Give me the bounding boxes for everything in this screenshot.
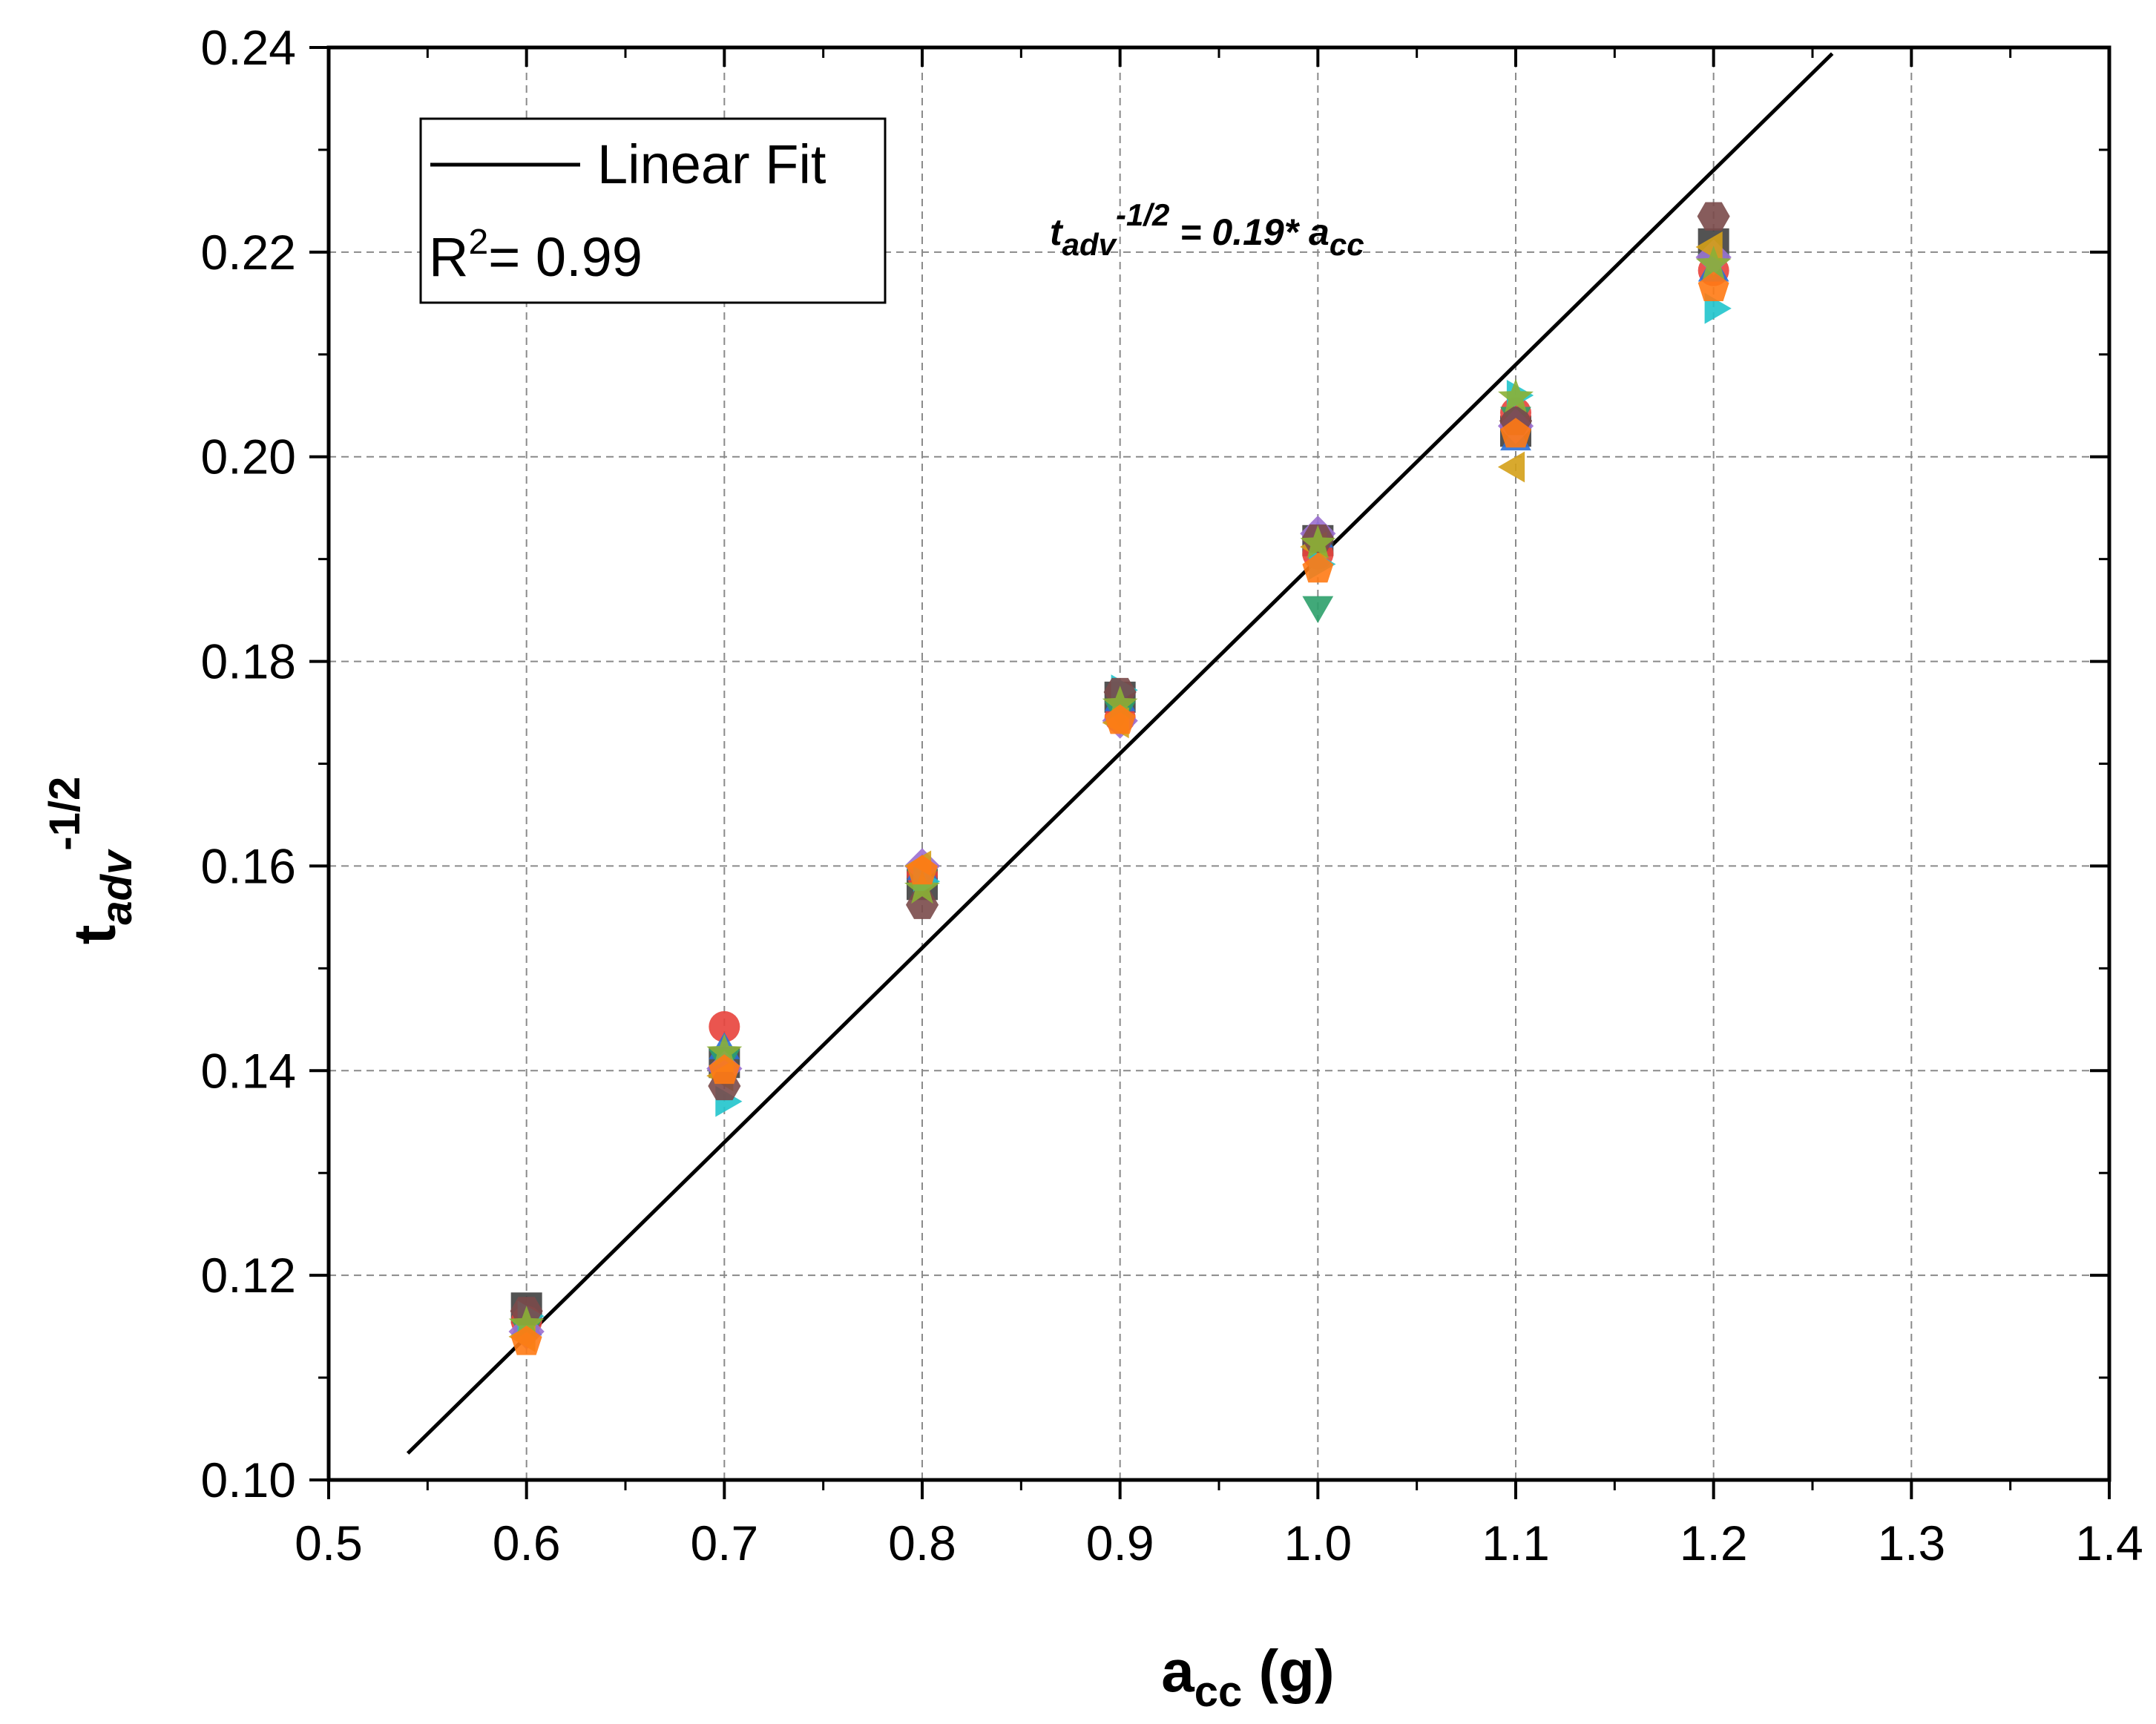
y-tick-label: 0.12 (201, 1248, 296, 1303)
legend-box (419, 117, 887, 304)
x-tick-label: 1.2 (1680, 1516, 1748, 1570)
axes: 0.5 0.6 0.7 0.8 0.9 1.0 1.1 1.2 1.3 1.4 0.10 0.12 0.… (201, 20, 2143, 1570)
data-point-series-9-star (706, 1033, 743, 1067)
x-tick-label: 1.0 (1284, 1516, 1352, 1570)
y-tick-label: 0.22 (201, 225, 296, 280)
x-tick-label: 1.1 (1482, 1516, 1550, 1570)
x-tick-label: 0.7 (690, 1516, 758, 1570)
data-point-series-8-hexagon (1697, 202, 1730, 231)
x-tick-label: 0.6 (493, 1516, 561, 1570)
x-tick-label: 0.8 (888, 1516, 956, 1570)
data-point-series-10-pentagon (510, 1325, 542, 1355)
data-point-series-9-star (1300, 524, 1336, 559)
data-point-series-9-star (1695, 246, 1732, 280)
y-tick-label: 0.24 (201, 20, 296, 75)
fit-line (406, 52, 1834, 1455)
data-point-series-10-pentagon (1500, 418, 1531, 448)
data-point-series-10-pentagon (907, 855, 938, 885)
x-axis-title: acc (g) (1161, 1638, 1334, 1716)
legend: Linear Fit R2= 0.99 (419, 117, 887, 304)
y-tick-label: 0.10 (201, 1452, 296, 1507)
legend-r2-text: R2= 0.99 (429, 223, 642, 288)
data-point-series-10-pentagon (1302, 553, 1334, 583)
x-tick-label: 1.4 (2075, 1516, 2143, 1570)
y-tick-label: 0.16 (201, 838, 296, 893)
data-point-series-4-triangle-down (1302, 596, 1334, 623)
fit-line-group (406, 52, 1834, 1455)
data-point-series-9-star (904, 869, 940, 904)
data-point-series-9-star (1102, 685, 1138, 720)
y-tick-label: 0.20 (201, 430, 296, 484)
fit-equation: tadv-1/2 = 0.19* acc (1050, 197, 1364, 262)
y-tick-label: 0.14 (201, 1043, 296, 1098)
data-point-series-10-pentagon (1697, 272, 1729, 301)
x-tick-label: 1.3 (1877, 1516, 1945, 1570)
y-axis-title: tadv-1/2 (41, 777, 141, 945)
x-tick-label: 0.5 (295, 1516, 363, 1570)
legend-fit-label: Linear Fit (597, 134, 826, 195)
data-point-series-9-star (1498, 378, 1534, 413)
data-point-series-9-star (508, 1306, 545, 1340)
data-points (508, 202, 1732, 1355)
x-tick-label: 0.9 (1086, 1516, 1154, 1570)
y-tick-label: 0.18 (201, 634, 296, 689)
data-point-series-2-circle (709, 1010, 740, 1042)
data-point-series-6-triangle-left (1497, 451, 1525, 483)
data-point-series-10-pentagon (709, 1054, 740, 1085)
data-point-series-10-pentagon (1104, 704, 1136, 734)
